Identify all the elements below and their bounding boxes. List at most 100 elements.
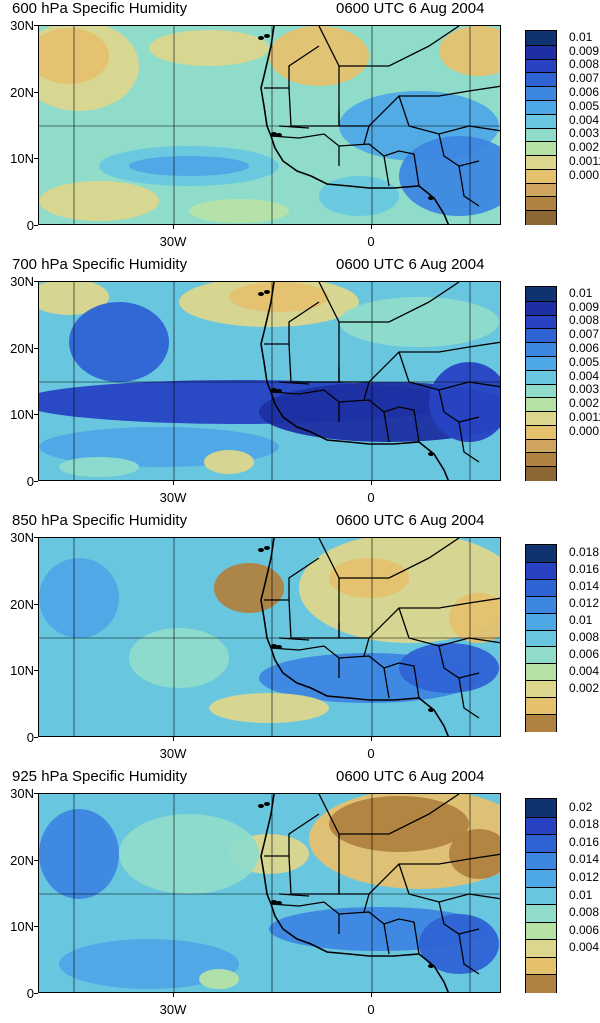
country-border bbox=[438, 133, 480, 167]
country-border bbox=[318, 538, 460, 579]
latitude-tick bbox=[34, 225, 38, 226]
map-panel-4: 925 hPa Specific Humidity 0600 UTC 6 Aug … bbox=[0, 768, 600, 1023]
humidity-contour bbox=[39, 809, 119, 899]
colorbar-label: 0.018 bbox=[569, 817, 600, 832]
colorbar-swatch bbox=[526, 595, 556, 614]
colorbar bbox=[525, 286, 557, 481]
colorbar-swatch bbox=[526, 141, 556, 157]
latitude-label: 20N bbox=[10, 853, 34, 868]
colorbar-swatch bbox=[526, 155, 556, 170]
humidity-contour bbox=[229, 282, 329, 312]
colorbar-swatch bbox=[526, 113, 556, 129]
panel-title: 700 hPa Specific Humidity bbox=[12, 256, 188, 273]
country-border bbox=[338, 655, 390, 699]
latitude-tick bbox=[34, 993, 38, 994]
colorbar-label: 0.016 bbox=[569, 834, 600, 849]
colorbar bbox=[525, 30, 557, 225]
panel-time: 0600 UTC 6 Aug 2004 bbox=[336, 256, 485, 273]
colorbar-swatch bbox=[526, 816, 556, 836]
latitude-label: 30N bbox=[10, 530, 34, 545]
humidity-contour bbox=[149, 30, 269, 66]
longitude-label: 30W bbox=[159, 490, 187, 505]
country-border bbox=[318, 26, 460, 67]
colorbar-label: 0.018 bbox=[569, 545, 600, 560]
country-border bbox=[270, 901, 340, 934]
colorbar-label: 0.0041 bbox=[569, 368, 600, 383]
humidity-contour bbox=[39, 558, 119, 638]
humidity-contour bbox=[39, 181, 159, 221]
latitude-label: 10N bbox=[10, 151, 34, 166]
latitude-label: 20N bbox=[10, 341, 34, 356]
colorbar-label: 0.008 bbox=[569, 630, 600, 644]
latitude-label: 20N bbox=[10, 85, 34, 100]
colorbar-label: 0.0021 bbox=[569, 396, 600, 411]
colorbar-label: 0.0011 bbox=[569, 409, 600, 424]
colorbar-label: 0.0001 bbox=[569, 167, 600, 182]
country-border bbox=[270, 645, 340, 678]
map-panel-3: 850 hPa Specific Humidity 0600 UTC 6 Aug … bbox=[0, 512, 600, 767]
colorbar-swatch bbox=[526, 99, 556, 115]
colorbar-swatch bbox=[526, 355, 556, 371]
colorbar-label: 0.006 bbox=[569, 922, 600, 937]
colorbar-label: 0.01 bbox=[569, 613, 593, 628]
map-panel-1: 600 hPa Specific Humidity 0600 UTC 6 Aug … bbox=[0, 0, 600, 255]
colorbar bbox=[525, 544, 557, 732]
colorbar bbox=[525, 798, 557, 993]
latitude-tick bbox=[34, 604, 38, 605]
colorbar-label: 0.014 bbox=[569, 852, 600, 867]
map-panel-2: 700 hPa Specific Humidity 0600 UTC 6 Aug … bbox=[0, 256, 600, 511]
latitude-label: 10N bbox=[10, 919, 34, 934]
colorbar-label: 0.004 bbox=[569, 940, 600, 955]
colorbar-label: 0.0071 bbox=[569, 327, 600, 342]
island bbox=[271, 132, 277, 136]
island bbox=[264, 34, 270, 38]
latitude-tick bbox=[34, 537, 38, 538]
colorbar-swatch bbox=[526, 314, 556, 330]
country-border bbox=[458, 165, 480, 207]
colorbar-label: 0.0061 bbox=[569, 341, 600, 356]
country-border bbox=[363, 893, 370, 913]
island bbox=[264, 290, 270, 294]
colorbar-swatch bbox=[526, 921, 556, 941]
country-border bbox=[363, 637, 370, 657]
colorbar-label: 0.0021 bbox=[569, 140, 600, 155]
country-border bbox=[458, 421, 480, 463]
colorbar-label: 0.016 bbox=[569, 562, 600, 577]
latitude-tick bbox=[34, 158, 38, 159]
country-border bbox=[458, 933, 480, 975]
latitude-tick bbox=[34, 25, 38, 26]
humidity-contour bbox=[269, 26, 369, 86]
colorbar-swatch bbox=[526, 466, 556, 481]
humidity-field bbox=[39, 794, 500, 992]
colorbar-label: 0.006 bbox=[569, 646, 600, 661]
country-border bbox=[270, 133, 340, 166]
colorbar-swatch bbox=[526, 680, 556, 699]
island bbox=[258, 36, 264, 40]
latitude-tick bbox=[34, 92, 38, 93]
country-border bbox=[278, 381, 310, 385]
colorbar-label: 0.0091 bbox=[569, 43, 600, 58]
latitude-label: 30N bbox=[10, 18, 34, 33]
island bbox=[276, 645, 282, 649]
island bbox=[428, 452, 434, 456]
colorbar-label: 0.0071 bbox=[569, 71, 600, 86]
latitude-tick bbox=[34, 348, 38, 349]
colorbar-swatch bbox=[526, 799, 556, 818]
latitude-label: 0 bbox=[26, 218, 34, 233]
colorbar-swatch bbox=[526, 397, 556, 413]
humidity-contour bbox=[59, 939, 239, 989]
longitude-tick bbox=[173, 225, 174, 229]
latitude-label: 10N bbox=[10, 663, 34, 678]
country-border bbox=[339, 85, 500, 127]
country-border bbox=[338, 143, 390, 187]
country-border bbox=[458, 677, 480, 719]
colorbar-swatch bbox=[526, 369, 556, 385]
humidity-map bbox=[38, 537, 501, 737]
colorbar-swatch bbox=[526, 127, 556, 143]
colorbar-swatch bbox=[526, 383, 556, 399]
island bbox=[258, 548, 264, 552]
island bbox=[276, 133, 282, 137]
longitude-tick bbox=[371, 481, 372, 485]
island bbox=[258, 804, 264, 808]
longitude-label: 0 bbox=[367, 234, 375, 249]
